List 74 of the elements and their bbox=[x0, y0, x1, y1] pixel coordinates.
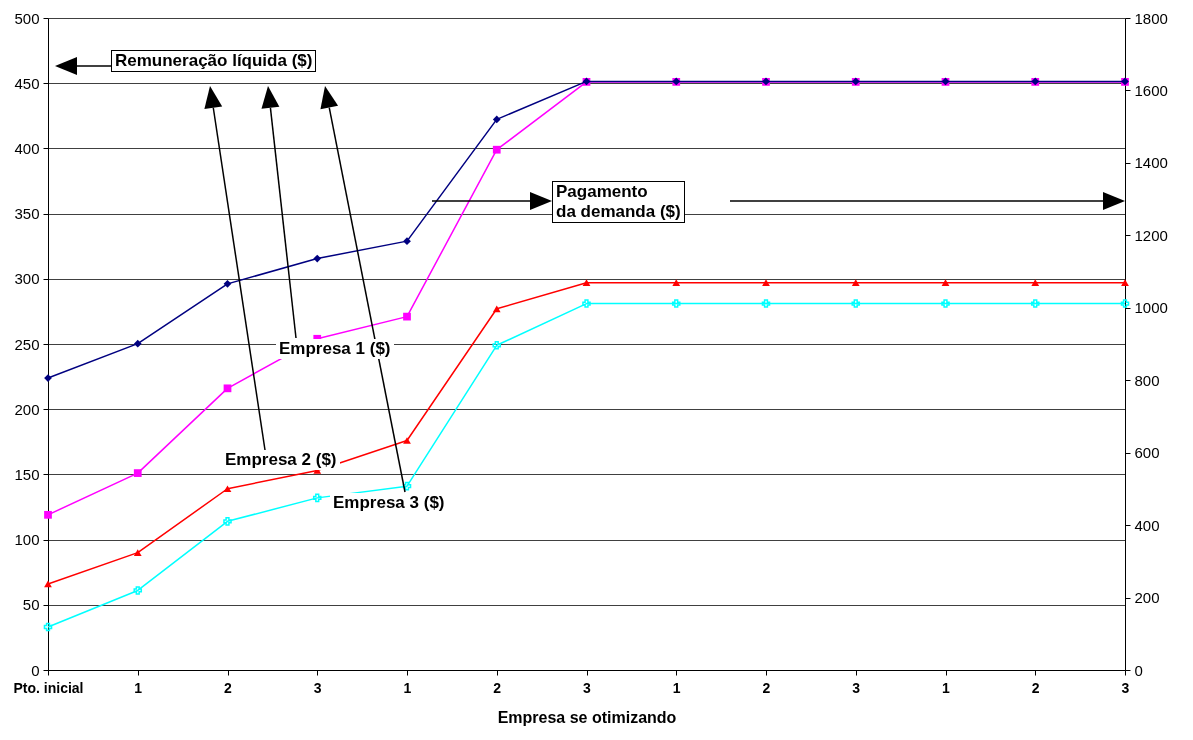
point bbox=[403, 437, 411, 444]
y-tick-label: 350 bbox=[14, 205, 40, 223]
point bbox=[672, 279, 681, 287]
y2-tick-label: 200 bbox=[1134, 589, 1160, 607]
point bbox=[762, 279, 770, 287]
point bbox=[492, 115, 501, 124]
point bbox=[1120, 299, 1130, 308]
point bbox=[223, 517, 232, 526]
annotation: Remuneração líquida ($) bbox=[111, 50, 317, 72]
point bbox=[851, 299, 861, 308]
point bbox=[44, 580, 52, 588]
y2-tick-label: 1000 bbox=[1134, 299, 1168, 317]
series-label: Empresa 3 ($) bbox=[330, 493, 448, 513]
point bbox=[402, 481, 412, 491]
point bbox=[133, 586, 143, 595]
y-tick-label: 450 bbox=[14, 74, 40, 92]
y2-tick-label: 1600 bbox=[1134, 81, 1168, 99]
x-tick-label: 1 bbox=[134, 679, 143, 696]
y2-tick-label: 0 bbox=[1134, 661, 1143, 679]
point bbox=[403, 312, 411, 321]
point bbox=[133, 339, 142, 348]
y2-tick-label: 1400 bbox=[1134, 154, 1168, 172]
point bbox=[851, 279, 860, 287]
y-tick-label: 200 bbox=[14, 400, 40, 418]
point bbox=[313, 254, 322, 263]
x-tick-label: Pto. inicial bbox=[13, 679, 84, 696]
x-tick-label: 2 bbox=[1031, 679, 1040, 696]
point bbox=[1031, 279, 1040, 287]
y-tick-label: 250 bbox=[14, 335, 40, 353]
y2-tick-label: 400 bbox=[1134, 516, 1160, 534]
point bbox=[44, 510, 52, 519]
point bbox=[492, 341, 502, 350]
y-tick-label: 150 bbox=[14, 465, 40, 483]
point bbox=[582, 279, 591, 287]
point bbox=[133, 549, 142, 556]
point bbox=[223, 280, 232, 288]
annotation: Pagamento da demanda ($) bbox=[552, 181, 685, 223]
x-tick-label: 3 bbox=[1121, 679, 1130, 696]
point bbox=[1030, 299, 1040, 308]
point bbox=[133, 469, 142, 477]
x-tick-label: 2 bbox=[493, 679, 502, 696]
y-tick-label: 400 bbox=[14, 139, 40, 157]
point bbox=[941, 299, 950, 308]
series-label: Empresa 1 ($) bbox=[276, 339, 394, 359]
y-tick-label: 50 bbox=[22, 596, 40, 614]
x-tick-label: 1 bbox=[942, 679, 951, 696]
x-tick-label: 3 bbox=[852, 679, 861, 696]
point bbox=[582, 299, 591, 308]
y-tick-label: 0 bbox=[31, 661, 40, 679]
point bbox=[761, 299, 771, 308]
y2-tick-label: 1800 bbox=[1134, 9, 1168, 27]
y2-tick-label: 600 bbox=[1134, 444, 1160, 462]
x-tick-label: 3 bbox=[583, 679, 592, 696]
x-axis-title: Empresa se otimizando bbox=[497, 708, 677, 726]
y2-tick-label: 800 bbox=[1134, 371, 1160, 389]
x-tick-label: 1 bbox=[403, 679, 412, 696]
series-label: Empresa 2 ($) bbox=[222, 450, 340, 470]
x-tick-label: 1 bbox=[672, 679, 681, 696]
point bbox=[312, 493, 322, 503]
point bbox=[1121, 279, 1129, 287]
y-tick-label: 100 bbox=[14, 531, 40, 549]
y-tick-label: 500 bbox=[14, 9, 40, 27]
point bbox=[671, 299, 681, 308]
x-tick-label: 2 bbox=[224, 679, 233, 696]
point bbox=[941, 279, 950, 287]
point bbox=[223, 485, 232, 493]
y-tick-label: 300 bbox=[14, 270, 40, 288]
point bbox=[43, 622, 53, 632]
y2-tick-label: 1200 bbox=[1134, 226, 1168, 244]
x-tick-label: 3 bbox=[313, 679, 322, 696]
x-tick-label: 2 bbox=[762, 679, 771, 696]
point bbox=[492, 305, 501, 313]
point bbox=[492, 145, 501, 154]
point bbox=[223, 384, 232, 393]
